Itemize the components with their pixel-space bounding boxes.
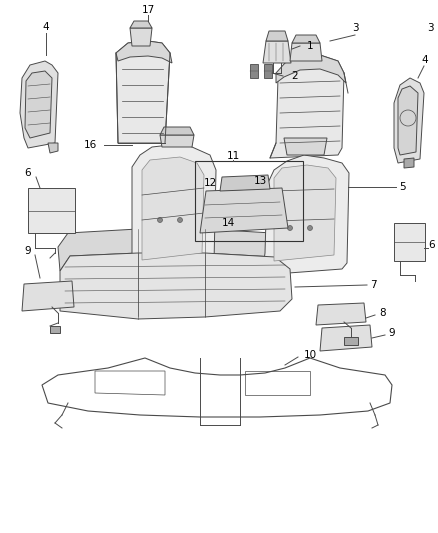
Polygon shape [48, 143, 58, 153]
Text: 11: 11 [226, 151, 240, 161]
Polygon shape [276, 55, 346, 83]
Text: 13: 13 [253, 176, 267, 186]
Polygon shape [394, 78, 424, 163]
Polygon shape [316, 303, 366, 325]
Text: 8: 8 [380, 308, 386, 318]
Polygon shape [284, 138, 327, 155]
Text: 2: 2 [292, 71, 298, 81]
Text: 3: 3 [352, 23, 358, 33]
Polygon shape [250, 64, 258, 78]
Polygon shape [130, 28, 152, 46]
Circle shape [307, 225, 312, 230]
Text: 17: 17 [141, 5, 155, 15]
Text: 5: 5 [400, 182, 406, 192]
Polygon shape [130, 21, 152, 28]
Polygon shape [264, 64, 272, 78]
Polygon shape [22, 281, 74, 311]
Text: 14: 14 [221, 218, 235, 228]
Polygon shape [262, 155, 349, 275]
Polygon shape [50, 326, 60, 333]
Text: 6: 6 [25, 168, 31, 178]
Polygon shape [220, 175, 270, 191]
Polygon shape [394, 223, 425, 261]
Text: 3: 3 [427, 23, 433, 33]
Polygon shape [58, 229, 290, 271]
Polygon shape [116, 41, 170, 143]
Polygon shape [292, 35, 320, 43]
Polygon shape [344, 337, 358, 345]
Polygon shape [200, 188, 288, 233]
Polygon shape [320, 325, 372, 351]
Text: 16: 16 [83, 140, 97, 150]
Polygon shape [404, 158, 414, 168]
Polygon shape [160, 135, 194, 147]
Circle shape [158, 217, 162, 222]
Text: 4: 4 [42, 22, 49, 32]
Polygon shape [266, 31, 288, 41]
Text: 1: 1 [307, 41, 313, 51]
Text: 9: 9 [389, 328, 396, 338]
Polygon shape [160, 127, 194, 135]
Circle shape [287, 225, 293, 230]
Polygon shape [263, 41, 291, 63]
Text: 6: 6 [429, 240, 435, 250]
Text: 7: 7 [370, 280, 376, 290]
Polygon shape [28, 188, 75, 233]
Circle shape [177, 217, 183, 222]
Text: 4: 4 [422, 55, 428, 65]
Polygon shape [270, 55, 344, 158]
Polygon shape [274, 165, 336, 261]
Polygon shape [142, 157, 204, 260]
Text: 10: 10 [304, 350, 317, 360]
Polygon shape [25, 71, 52, 138]
Polygon shape [398, 86, 418, 155]
Text: 9: 9 [25, 246, 31, 256]
Bar [195, 161, 303, 241]
Polygon shape [116, 41, 172, 63]
Text: 12: 12 [203, 178, 217, 188]
Polygon shape [290, 43, 322, 61]
Polygon shape [20, 61, 58, 148]
Polygon shape [132, 140, 216, 275]
Polygon shape [60, 253, 292, 319]
